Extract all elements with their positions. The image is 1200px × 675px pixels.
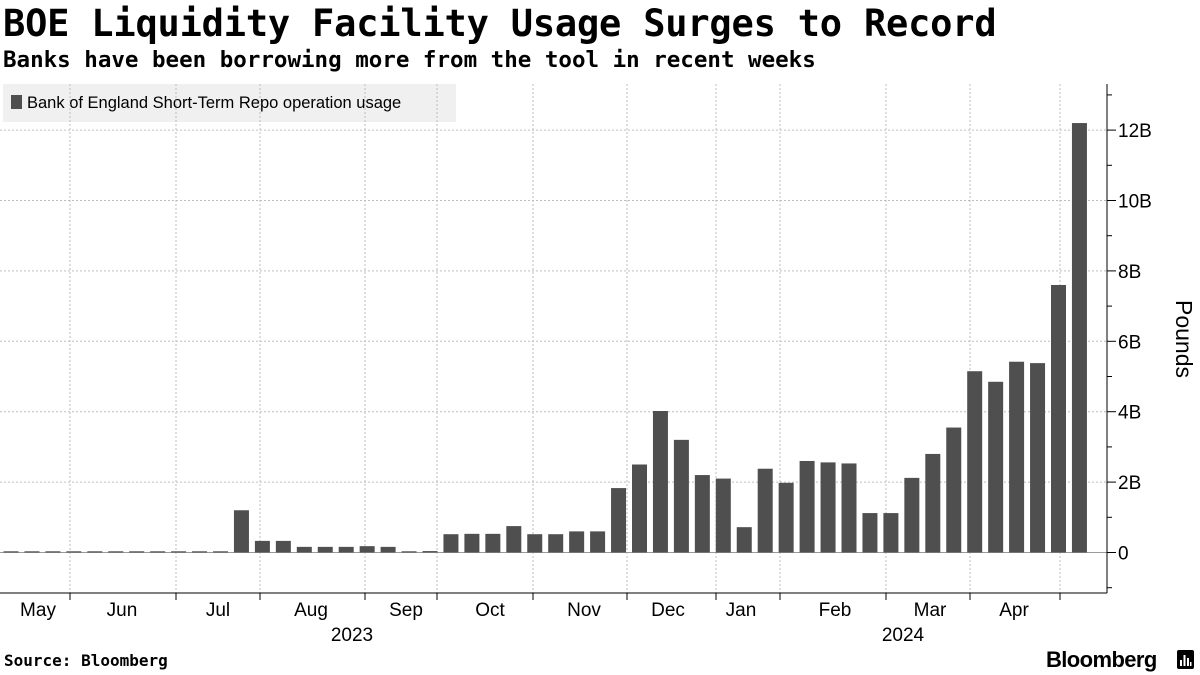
x-month-label: Jun (107, 600, 138, 621)
y-axis-title: Pounds (1171, 300, 1197, 378)
chart-title: BOE Liquidity Facility Usage Surges to R… (3, 2, 997, 45)
x-month-label: Feb (819, 600, 852, 621)
bar (1009, 361, 1025, 553)
bar (548, 534, 564, 553)
bar (129, 551, 145, 553)
bar (862, 513, 878, 553)
gridlines (0, 84, 1107, 593)
y-tick-label: 0 (1118, 544, 1129, 565)
bar (757, 468, 773, 553)
x-month-label: Nov (567, 600, 601, 621)
bar (464, 533, 480, 553)
bar (694, 475, 710, 553)
x-month-label: Dec (651, 600, 685, 621)
legend: Bank of England Short-Term Repo operatio… (3, 84, 456, 122)
bar (946, 427, 962, 553)
bar (192, 551, 208, 553)
x-month-label: Oct (475, 600, 505, 621)
x-year-labels: 2023 2024 (331, 625, 925, 646)
bar (443, 534, 459, 553)
bar (778, 482, 794, 553)
bar (799, 460, 815, 553)
bloomberg-logo: Bloomberg (1046, 647, 1157, 672)
bars (3, 123, 1087, 553)
bar (883, 513, 899, 553)
y-tick-label: 6B (1118, 332, 1141, 353)
bar (485, 533, 501, 553)
axes (0, 84, 1116, 600)
x-month-label: Jul (206, 600, 230, 621)
bar (380, 546, 396, 553)
bar (925, 453, 941, 553)
bar (233, 510, 249, 553)
bar (3, 551, 19, 553)
legend-background (3, 84, 456, 122)
chart-subtitle: Banks have been borrowing more from the … (3, 47, 816, 73)
bar (715, 478, 731, 553)
legend-label: Bank of England Short-Term Repo operatio… (27, 94, 401, 112)
x-month-label: Aug (294, 600, 328, 621)
bar (66, 551, 82, 553)
source-note: Source: Bloomberg (4, 651, 168, 670)
bar (673, 439, 689, 553)
x-month-label: Sep (389, 600, 423, 621)
y-tick-label: 12B (1118, 121, 1152, 142)
bar (652, 411, 668, 553)
bar (401, 551, 417, 553)
bar (967, 371, 983, 553)
y-tick-label: 4B (1118, 403, 1141, 424)
bar (904, 477, 920, 553)
bar (841, 463, 857, 553)
bar (150, 551, 166, 553)
x-month-label: Apr (999, 600, 1029, 621)
bar (1051, 284, 1066, 553)
legend-swatch (11, 95, 22, 109)
bar (338, 546, 354, 553)
bar (45, 551, 61, 553)
bar (296, 546, 312, 553)
bar (1030, 363, 1046, 553)
bar (24, 551, 40, 553)
bar (87, 551, 103, 553)
x-year-label: 2023 (331, 625, 373, 646)
bar (359, 546, 375, 553)
y-tick-label: 2B (1118, 473, 1141, 494)
bar (611, 488, 627, 553)
bar (632, 464, 647, 553)
bar (569, 531, 585, 553)
bar (527, 534, 543, 553)
bar (213, 551, 228, 553)
y-tick-label: 10B (1118, 192, 1152, 213)
y-tick-labels: 0 2B 4B 6B 8B 10B 12B (1118, 121, 1152, 564)
x-month-label: Mar (914, 600, 947, 621)
bar (1071, 123, 1087, 553)
y-tick-label: 8B (1118, 262, 1141, 283)
bar (422, 551, 438, 553)
bar (275, 540, 291, 553)
bloomberg-chart-icon (1177, 650, 1194, 669)
bar (506, 526, 522, 553)
bar (736, 527, 752, 553)
bar (108, 551, 124, 553)
bar (988, 381, 1004, 553)
x-month-label: Jan (726, 600, 757, 621)
x-year-label: 2024 (882, 625, 925, 646)
bar (317, 546, 333, 553)
bar (254, 540, 270, 553)
bar (590, 531, 606, 553)
bar (820, 462, 836, 553)
x-month-labels: May Jun Jul Aug Sep Oct Nov Dec Jan Feb Mar Apr (20, 600, 1029, 621)
bar (171, 551, 187, 553)
x-month-label: May (20, 600, 56, 621)
